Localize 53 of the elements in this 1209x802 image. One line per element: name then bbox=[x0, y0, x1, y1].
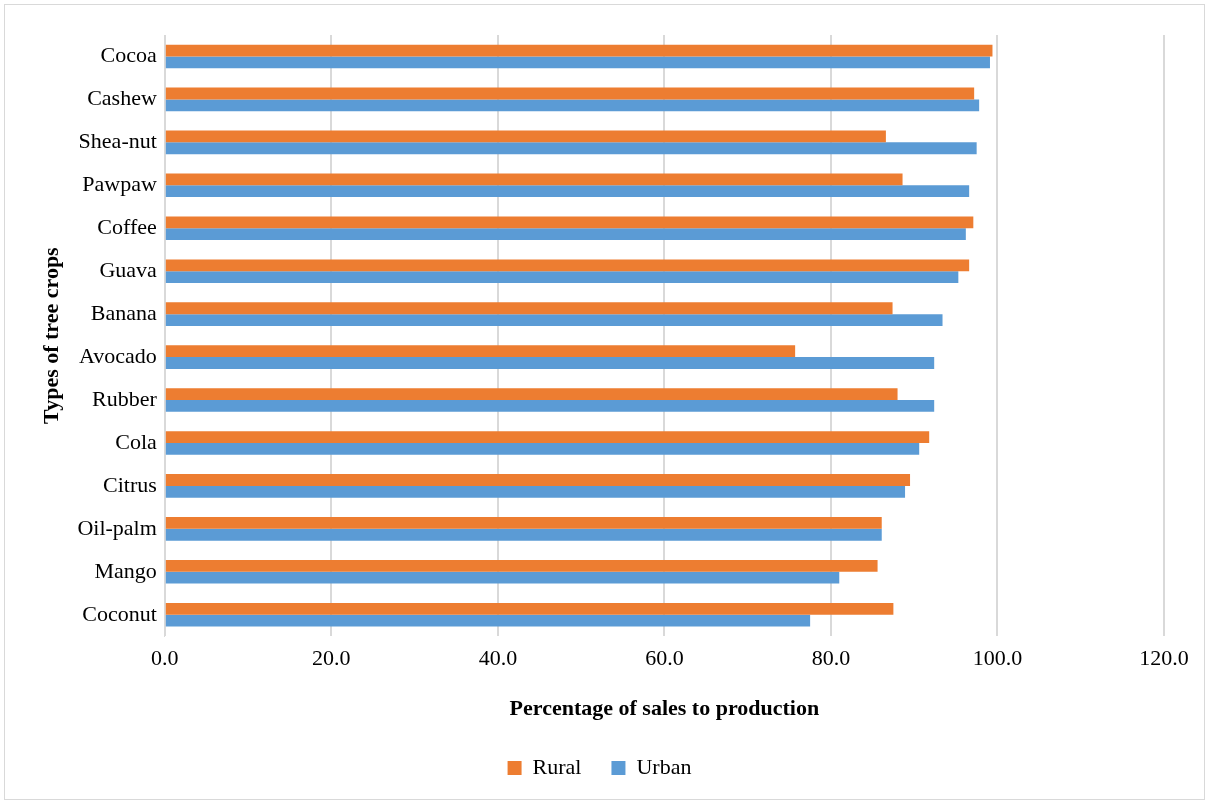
bar bbox=[165, 571, 840, 584]
y-tick-label: Rubber bbox=[92, 385, 158, 411]
bar bbox=[165, 474, 911, 486]
y-tick-label: Cocoa bbox=[100, 42, 158, 68]
x-tick-label: 20.0 bbox=[312, 645, 351, 671]
bar bbox=[165, 130, 886, 143]
x-tick-label: 120.0 bbox=[1139, 645, 1189, 671]
bar bbox=[165, 302, 893, 315]
bar bbox=[165, 602, 894, 615]
bar bbox=[165, 357, 935, 369]
bar bbox=[165, 400, 935, 412]
y-tick-label: Cola bbox=[115, 428, 158, 454]
y-tick-label: Shea-nut bbox=[78, 128, 157, 154]
bar bbox=[165, 87, 975, 100]
bar bbox=[165, 56, 990, 69]
bar bbox=[165, 44, 993, 57]
y-axis-title: Types of tree crops bbox=[37, 246, 63, 424]
legend-label: Urban bbox=[636, 753, 692, 779]
bar bbox=[165, 142, 977, 155]
bar bbox=[165, 99, 980, 112]
bar bbox=[165, 388, 898, 401]
x-tick-label: 100.0 bbox=[972, 645, 1023, 671]
bar bbox=[165, 259, 970, 272]
bar bbox=[165, 528, 882, 541]
y-tick-label: Avocado bbox=[79, 342, 157, 368]
bar bbox=[165, 614, 811, 627]
x-tick-label: 40.0 bbox=[478, 645, 518, 671]
bar bbox=[165, 517, 882, 529]
bar bbox=[165, 185, 970, 198]
y-tick-label: Coffee bbox=[97, 214, 157, 240]
legend-label: Rural bbox=[532, 753, 582, 779]
bar bbox=[165, 431, 930, 443]
y-tick-label: Cashew bbox=[87, 85, 157, 111]
bar bbox=[165, 271, 959, 283]
y-tick-label: Banana bbox=[90, 299, 158, 325]
bar bbox=[165, 173, 903, 186]
bar bbox=[165, 216, 974, 229]
bar bbox=[165, 559, 878, 572]
x-tick-label: 60.0 bbox=[645, 645, 684, 671]
x-axis-title: Percentage of sales to production bbox=[509, 695, 820, 721]
bar bbox=[165, 228, 966, 241]
bar bbox=[165, 314, 943, 326]
bar bbox=[165, 345, 796, 358]
x-tick-label: 80.0 bbox=[811, 645, 851, 671]
y-tick-label: Guava bbox=[99, 256, 158, 282]
bar bbox=[165, 442, 920, 455]
y-tick-label: Oil-palm bbox=[77, 514, 157, 540]
y-tick-label: Coconut bbox=[82, 600, 157, 626]
y-tick-label: Pawpaw bbox=[82, 171, 157, 197]
y-tick-label: Mango bbox=[94, 557, 157, 583]
x-tick-label: 0.0 bbox=[151, 645, 179, 671]
y-tick-label: Citrus bbox=[103, 471, 157, 497]
bar bbox=[165, 485, 906, 498]
